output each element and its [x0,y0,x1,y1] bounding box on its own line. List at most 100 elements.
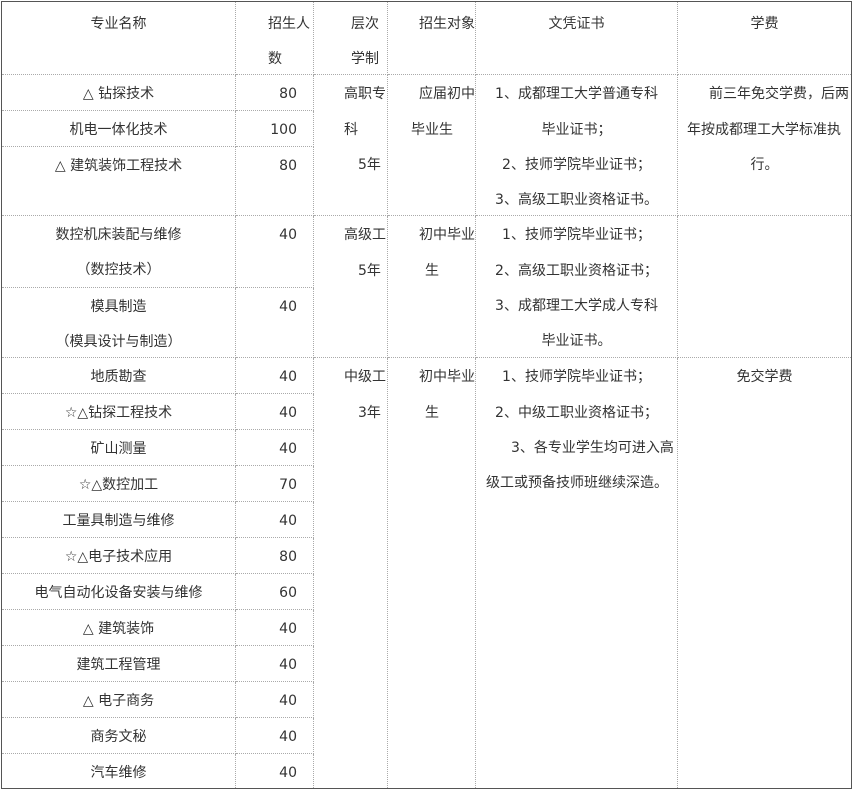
major-name-cell: 模具制造 （模具设计与制造） [2,288,236,358]
enroll-count: 40 [279,657,297,673]
cert-line: 1、技师学院毕业证书； [502,369,651,385]
major-name: 数控机床装配与维修 [55,227,182,243]
major-name-cell: 地质勘查 [2,358,236,394]
group-target: 初中毕业 生 [388,358,476,788]
target-line: 生 [425,405,439,421]
major-name: △ 建筑装饰工程技术 [54,158,183,174]
enroll-count-cell: 40 [236,216,314,288]
enroll-count: 40 [279,441,297,457]
major-name-cell: 工量具制造与维修 [2,502,236,538]
level-line: 5年 [358,157,381,173]
enroll-count: 40 [279,299,297,315]
cert-line: 2、高级工职业资格证书； [495,263,658,279]
major-name-cell: 电气自动化设备安装与维修 [2,574,236,610]
enroll-count-cell: 80 [236,147,314,216]
enroll-count-cell: 40 [236,682,314,718]
enroll-count-cell: 40 [236,754,314,788]
enroll-count: 70 [279,477,297,493]
enroll-count-cell: 60 [236,574,314,610]
major-name: ☆△钻探工程技术 [64,405,173,421]
header-major: 专业名称 [2,2,236,75]
cert-line: 2、技师学院毕业证书； [502,157,651,173]
major-name-cell: ☆△钻探工程技术 [2,394,236,430]
header-fee-label: 学费 [750,16,779,32]
level-line: 中级工 [344,369,386,385]
target-line: 初中毕业 [419,227,475,243]
major-name-cell: 商务文秘 [2,718,236,754]
enroll-count-cell: 40 [236,288,314,358]
level-line: 科 [344,122,358,138]
level-line: 高职专 [344,86,386,102]
level-line: 3年 [358,405,381,421]
enroll-count: 80 [279,158,297,174]
major-name-cell: △ 建筑装饰 [2,610,236,646]
group-level: 高级工 5年 [314,216,388,358]
header-target-label: 招生对象 [419,16,475,32]
major-name: 商务文秘 [90,729,147,745]
enroll-count: 40 [279,693,297,709]
major-name: 建筑工程管理 [76,657,161,673]
fee-line: 行。 [750,157,779,173]
fee-line: 前三年免交学费，后两 [709,86,849,102]
group-cert: 1、技师学院毕业证书； 2、高级工职业资格证书； 3、成都理工大学成人专科 毕业… [476,216,678,358]
target-line: 毕业生 [411,122,453,138]
enroll-count: 40 [279,227,297,243]
major-name: 工量具制造与维修 [62,513,175,529]
enroll-count: 40 [279,765,297,781]
enroll-count: 40 [279,513,297,529]
enroll-count-cell: 40 [236,610,314,646]
major-name: 机电一体化技术 [69,122,168,138]
major-name-cell: △ 建筑装饰工程技术 [2,147,236,216]
major-name-cell: △ 电子商务 [2,682,236,718]
cert-line: 2、中级工职业资格证书； [495,405,658,421]
header-cert: 文凭证书 [476,2,678,75]
enroll-count-cell: 40 [236,394,314,430]
major-name: △ 钻探技术 [82,86,155,102]
major-name-cell: 汽车维修 [2,754,236,788]
enroll-count-cell: 40 [236,646,314,682]
enroll-count-cell: 40 [236,430,314,466]
enroll-count-cell: 40 [236,718,314,754]
enroll-count-cell: 70 [236,466,314,502]
enroll-count-cell: 40 [236,502,314,538]
header-enroll-line: 招生人 [268,16,310,32]
enroll-count: 100 [270,122,297,138]
major-name: △ 建筑装饰 [82,621,155,637]
target-line: 生 [425,263,439,279]
group-target: 应届初中 毕业生 [388,75,476,216]
cert-line: 毕业证书； [541,122,612,138]
header-level-line: 层次 [351,16,379,32]
cert-line: 级工或预备技师班继续深造。 [486,475,668,491]
level-line: 5年 [358,263,381,279]
major-name: 矿山测量 [90,441,147,457]
enroll-count: 80 [279,549,297,565]
enroll-count: 60 [279,585,297,601]
major-name: （数控技术） [76,262,161,278]
group-level: 高职专 科 5年 [314,75,388,216]
fee-line: 免交学费 [736,369,793,385]
major-name: △ 电子商务 [82,693,155,709]
major-name-cell: △ 钻探技术 [2,75,236,111]
header-level-line: 学制 [351,51,379,67]
group-fee: 前三年免交学费，后两 年按成都理工大学标准执 行。 [678,75,851,216]
cert-line: 1、技师学院毕业证书； [502,227,651,243]
group-cert: 1、成都理工大学普通专科 毕业证书； 2、技师学院毕业证书； 3、高级工职业资格… [476,75,678,216]
major-name-cell: 机电一体化技术 [2,111,236,147]
header-major-label: 专业名称 [90,16,147,32]
major-name: ☆△电子技术应用 [64,549,173,565]
cert-line: 毕业证书。 [541,333,612,349]
enroll-count-cell: 40 [236,358,314,394]
major-name: 地质勘查 [90,369,147,385]
major-name-cell: 数控机床装配与维修 （数控技术） [2,216,236,288]
enroll-count: 40 [279,405,297,421]
cert-line: 1、成都理工大学普通专科 [495,86,658,102]
major-name: 电气自动化设备安装与维修 [34,585,203,601]
major-name-cell: ☆△电子技术应用 [2,538,236,574]
group-fee [678,216,851,358]
header-cert-label: 文凭证书 [548,16,605,32]
major-name: 汽车维修 [90,765,147,781]
major-name: （模具设计与制造） [55,334,182,350]
fee-line: 年按成都理工大学标准执 [687,122,841,138]
cert-line: 3、高级工职业资格证书。 [495,192,658,208]
